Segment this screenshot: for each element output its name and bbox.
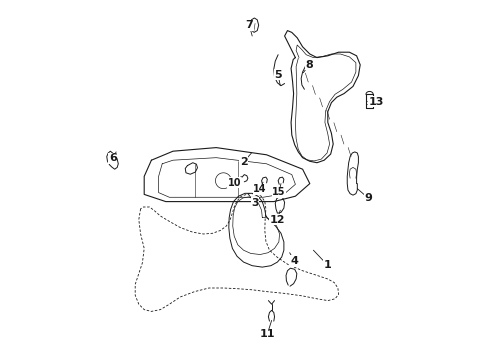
Text: 14: 14: [253, 184, 267, 194]
Text: 10: 10: [227, 178, 241, 188]
Text: 11: 11: [260, 329, 275, 339]
Text: 6: 6: [109, 153, 117, 163]
Text: 3: 3: [251, 198, 259, 208]
Text: 1: 1: [323, 260, 331, 270]
Text: 9: 9: [364, 193, 372, 203]
Text: 2: 2: [240, 157, 247, 167]
Text: 4: 4: [291, 256, 298, 266]
Text: 13: 13: [368, 96, 384, 107]
Text: 12: 12: [270, 215, 285, 225]
Text: 15: 15: [272, 187, 286, 197]
Text: 7: 7: [245, 20, 253, 30]
Text: 8: 8: [305, 60, 313, 70]
Text: 5: 5: [274, 70, 282, 80]
